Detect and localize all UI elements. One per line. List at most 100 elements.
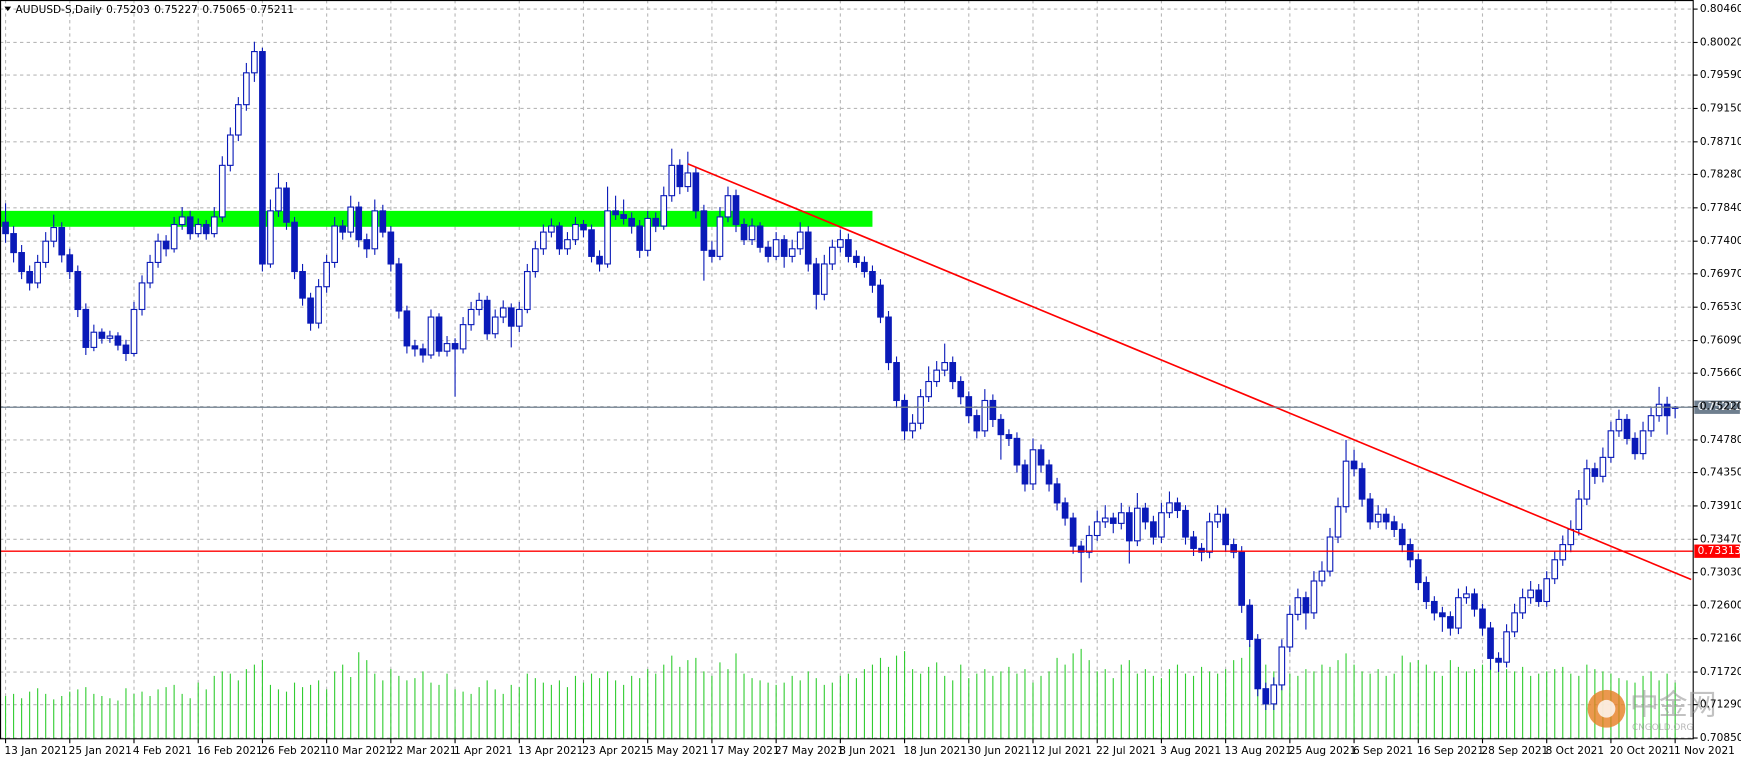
candle-body xyxy=(1447,616,1454,629)
candle-body xyxy=(18,252,25,273)
candle-body xyxy=(716,216,724,257)
y-tick-label: 0.72600 xyxy=(1700,599,1741,611)
price-level-label: 0.75211 xyxy=(1698,401,1741,413)
candle-body xyxy=(1422,581,1430,603)
candle-body xyxy=(291,221,298,273)
candle-body xyxy=(845,239,852,257)
candle-body xyxy=(194,223,202,235)
candle-body xyxy=(170,223,178,250)
candle-body xyxy=(556,225,563,250)
candle-body xyxy=(796,231,804,250)
candle-body xyxy=(820,263,828,295)
candle-body xyxy=(515,308,523,327)
candle-body xyxy=(419,348,427,356)
candle-body xyxy=(459,324,467,350)
candle-body xyxy=(1615,418,1623,432)
candle-body xyxy=(202,223,210,235)
candle-body xyxy=(1583,468,1591,500)
candle-body xyxy=(1158,512,1165,538)
candle-body xyxy=(1591,468,1599,477)
candle-body xyxy=(451,343,459,350)
candle-body xyxy=(941,362,949,371)
menu-arrow[interactable] xyxy=(4,6,12,12)
x-tick-label: 22 Mar 2021 xyxy=(390,745,457,757)
candle-body xyxy=(1093,521,1101,537)
candle-body xyxy=(1254,638,1262,690)
candle-body xyxy=(1286,613,1294,648)
candle-body xyxy=(1511,612,1518,633)
candle-body xyxy=(692,172,700,212)
candle-body xyxy=(243,72,250,106)
x-tick-label: 16 Feb 2021 xyxy=(197,745,263,757)
plot-frame xyxy=(0,0,1694,740)
candle-body xyxy=(1101,517,1109,523)
candle-body xyxy=(307,297,314,324)
candle-body xyxy=(548,225,555,233)
candle-body xyxy=(1639,430,1647,455)
candle-body xyxy=(997,418,1005,436)
candle-body xyxy=(523,270,531,311)
candle-body xyxy=(1655,403,1663,417)
y-tick-label: 0.78280 xyxy=(1700,168,1741,180)
candle-body xyxy=(877,284,884,318)
candle-body xyxy=(612,210,619,216)
candle-body xyxy=(178,216,186,226)
candle-body xyxy=(114,335,122,346)
candle-body xyxy=(909,422,916,432)
candle-body xyxy=(1117,512,1125,524)
candle-body xyxy=(540,231,547,250)
candle-body xyxy=(853,255,860,263)
candle-body xyxy=(1150,521,1157,538)
candle-body xyxy=(74,270,82,311)
candle-body xyxy=(764,246,772,257)
candle-body xyxy=(403,310,411,347)
candle-body xyxy=(347,206,355,233)
candle-body xyxy=(660,195,668,227)
candle-body xyxy=(90,331,98,348)
candle-body xyxy=(1527,589,1534,599)
candle-body xyxy=(331,225,338,263)
candle-body xyxy=(106,335,114,339)
y-tick-label: 0.75220 xyxy=(1700,401,1741,413)
x-tick-label: 1 Apr 2021 xyxy=(454,745,513,757)
x-tick-label: 17 May 2021 xyxy=(711,745,780,757)
candle-body xyxy=(50,226,58,242)
x-tick-label: 23 Apr 2021 xyxy=(582,745,647,757)
candle-body xyxy=(644,217,652,251)
candle-body xyxy=(572,223,579,241)
x-tick-label: 27 May 2021 xyxy=(775,745,844,757)
candle-body xyxy=(933,369,941,383)
candle-body xyxy=(299,270,306,299)
candle-body xyxy=(275,187,282,212)
x-tick-label: 13 Apr 2021 xyxy=(518,745,583,757)
y-tick-label: 0.71290 xyxy=(1700,699,1741,711)
y-tick-label: 0.72160 xyxy=(1700,633,1741,645)
price-level-box xyxy=(1694,400,1740,414)
candle-body xyxy=(1567,528,1575,546)
candle-body xyxy=(1390,521,1398,530)
overlay: 0.73313 0.75211 AUDUSD-S,Daily 0.75203 0.752… xyxy=(16,4,1741,733)
candle-body xyxy=(1334,506,1342,538)
candle-body xyxy=(1326,536,1334,572)
candle-body xyxy=(363,239,371,250)
candle-body xyxy=(42,240,50,263)
candle-body xyxy=(1647,415,1655,432)
candle-body xyxy=(1503,631,1510,663)
candle-body xyxy=(1077,545,1085,553)
candle-body xyxy=(34,261,42,284)
candle-body xyxy=(1487,627,1494,659)
candle-body xyxy=(1198,547,1205,553)
candle-body xyxy=(162,240,170,250)
candle-body xyxy=(1182,509,1189,538)
candle-body xyxy=(604,210,611,265)
watermark-logo-inner xyxy=(1597,699,1616,718)
y-tick-label: 0.76970 xyxy=(1700,268,1741,280)
candle-body xyxy=(1166,502,1173,514)
candle-body xyxy=(772,239,780,257)
x-tick-label: 10 Mar 2021 xyxy=(326,745,393,757)
candle-body xyxy=(82,308,90,348)
candle-body xyxy=(756,225,764,248)
candle-body xyxy=(1471,593,1478,610)
x-tick-label: 8 Jun 2021 xyxy=(839,745,896,757)
